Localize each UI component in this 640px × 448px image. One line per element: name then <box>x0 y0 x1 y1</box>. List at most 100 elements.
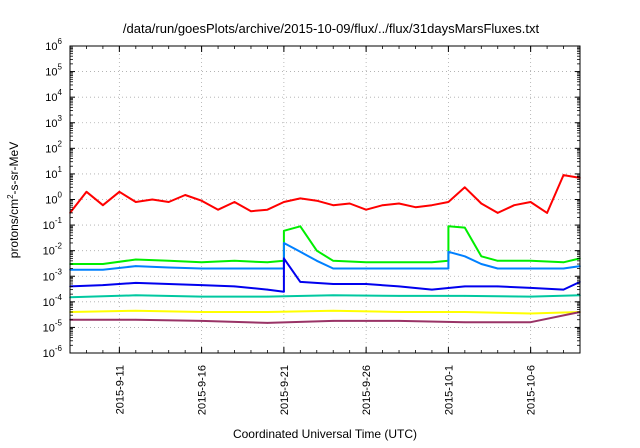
series-point <box>332 260 335 262</box>
series-point <box>398 202 400 205</box>
series-point <box>332 267 335 270</box>
series-point <box>398 285 400 288</box>
y-tick-label: 103 <box>45 114 62 130</box>
series-point <box>283 230 285 232</box>
y-tick-label: 104 <box>45 88 62 104</box>
series-point <box>447 225 450 228</box>
series-point <box>316 199 318 202</box>
series-point <box>381 204 384 206</box>
series-point <box>184 194 186 196</box>
series-point <box>299 197 302 200</box>
series-point <box>332 204 335 206</box>
series-point <box>299 281 302 283</box>
series-point <box>365 208 367 211</box>
series-point <box>562 174 565 176</box>
series-point <box>464 321 466 324</box>
series-point <box>233 201 236 203</box>
series-point <box>365 261 367 264</box>
y-tick-label: 10-2 <box>43 242 63 258</box>
series-point <box>200 199 203 202</box>
series-point <box>200 311 203 313</box>
chart-title: /data/run/goesPlots/archive/2015-10-09/f… <box>123 21 540 36</box>
series-point <box>496 260 499 262</box>
series-point <box>398 261 400 264</box>
series-point <box>200 261 203 264</box>
series-point <box>135 265 137 267</box>
y-axis-label: protons/cm2-s-sr-MeV <box>6 142 21 258</box>
series-point <box>151 198 154 201</box>
series-line-6 <box>69 309 581 315</box>
series-point <box>464 311 466 313</box>
series-point <box>266 261 269 264</box>
series-point <box>135 294 137 297</box>
series-point <box>529 201 532 203</box>
y-tick-label: 105 <box>45 63 62 79</box>
series-point <box>562 261 565 264</box>
series-point <box>283 290 285 293</box>
series-point <box>529 295 532 298</box>
y-tick-label: 102 <box>45 139 62 155</box>
series-line-1 <box>69 174 581 214</box>
series-point <box>513 204 515 206</box>
series-point <box>365 283 367 285</box>
series-point <box>447 251 450 253</box>
series-point <box>496 212 499 214</box>
series-point <box>167 283 170 285</box>
series-point <box>167 266 170 269</box>
series-point <box>398 311 400 313</box>
series-point <box>233 260 236 262</box>
series-point <box>250 210 252 212</box>
series-point <box>562 288 565 291</box>
series-point <box>464 255 466 258</box>
series-point <box>167 201 170 203</box>
series-point <box>529 260 532 262</box>
series-point <box>266 311 269 313</box>
x-tick-label: 2015-9-21 <box>279 365 291 415</box>
series-point <box>529 312 532 315</box>
series-point <box>316 260 318 262</box>
series-point <box>135 318 137 321</box>
series-point <box>135 258 137 261</box>
series-point <box>332 309 335 312</box>
series-point <box>299 251 302 253</box>
series-point <box>414 206 417 208</box>
series-point <box>480 263 483 265</box>
series-point <box>118 191 121 193</box>
series-point <box>332 294 335 297</box>
series-point <box>102 268 104 271</box>
series-point <box>480 202 483 205</box>
series-point <box>464 295 466 297</box>
series-point <box>233 267 236 270</box>
series-point <box>266 208 269 211</box>
y-tick-label: 10-6 <box>43 344 63 360</box>
series-point <box>135 201 137 203</box>
series-point <box>200 284 203 286</box>
x-tick-label: 2015-9-16 <box>197 365 209 415</box>
x-tick-label: 2015-10-1 <box>443 365 455 415</box>
series-point <box>464 285 466 288</box>
series-point <box>102 204 104 206</box>
x-tick-label: 2015-9-11 <box>114 365 126 414</box>
series-point <box>431 261 433 264</box>
ticks-group: 10-6 10-5 10-4 10-3 10-2 10-1 100 101 102 103 104 1… <box>43 37 581 415</box>
series-point <box>348 202 351 205</box>
series-point <box>496 267 499 270</box>
series-point <box>316 249 318 252</box>
series-line-2 <box>70 225 581 265</box>
series-point <box>529 287 532 289</box>
series-point <box>332 320 335 322</box>
series-point <box>283 257 285 260</box>
series-point <box>200 267 203 270</box>
series-point <box>447 267 450 270</box>
series-point <box>480 255 483 258</box>
series-point <box>167 260 170 262</box>
series-point <box>529 267 532 270</box>
series-point <box>431 288 433 291</box>
y-tick-label: 106 <box>45 37 62 53</box>
series-point <box>233 285 236 288</box>
series-point <box>464 226 466 229</box>
series-group <box>69 174 581 324</box>
series-point <box>398 267 400 270</box>
y-tick-label: 10-3 <box>43 267 63 283</box>
